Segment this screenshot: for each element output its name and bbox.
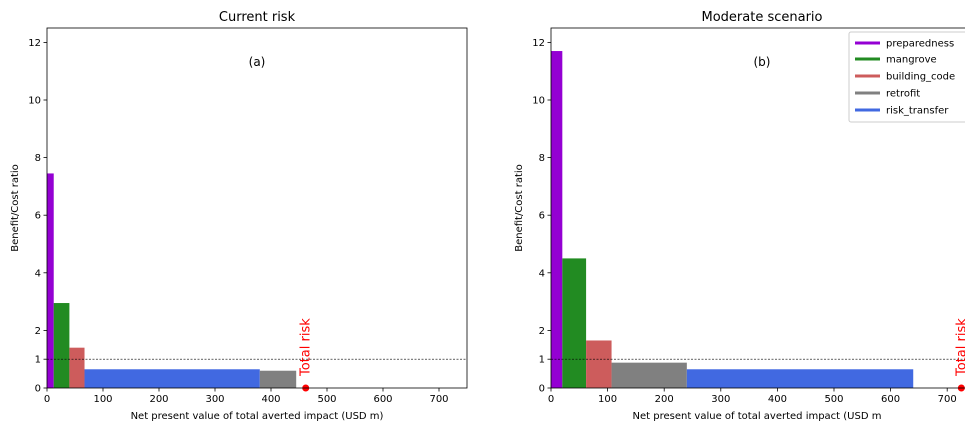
y-tick-label: 12 <box>532 38 545 49</box>
legend-label-mangrove: mangrove <box>886 55 937 66</box>
y-tick-label: 2 <box>539 326 545 337</box>
y-tick-label: 4 <box>539 268 545 279</box>
chart-moderate-scenario: Moderate scenario (b) Net present value … <box>514 10 965 422</box>
bar-mangrove <box>562 258 587 388</box>
bar-retrofit <box>259 370 297 388</box>
y-tick-label: 1 <box>35 355 41 366</box>
legend-label-preparedness: preparedness <box>886 39 954 50</box>
bar-building-code <box>586 340 612 388</box>
panel-label: (b) <box>754 55 771 69</box>
legend-frame <box>848 31 965 123</box>
bar-building-code <box>69 347 85 388</box>
x-tick-label: 200 <box>149 394 168 405</box>
y-tick-label: 0 <box>35 384 41 395</box>
x-tick-label: 700 <box>938 394 957 405</box>
bar-risk-transfer <box>84 369 260 388</box>
bar-mangrove <box>53 303 70 388</box>
x-tick-label: 100 <box>598 394 617 405</box>
y-tick-label: 8 <box>35 153 41 164</box>
y-tick-label: 6 <box>539 211 545 222</box>
bars <box>551 51 914 388</box>
y-tick-label: 0 <box>539 384 545 395</box>
x-tick-label: 300 <box>711 394 730 405</box>
x-tick-label: 100 <box>93 394 112 405</box>
x-tick-label: 300 <box>205 394 224 405</box>
legend-label-building-code: building_code <box>886 72 955 83</box>
x-tick-label: 400 <box>261 394 280 405</box>
y-tick-label: 2 <box>35 326 41 337</box>
x-axis-label: Net present value of total averted impac… <box>131 411 384 422</box>
legend-label-risk-transfer: risk_transfer <box>886 106 949 117</box>
y-tick-label: 10 <box>532 96 545 107</box>
y-tick-label: 10 <box>28 96 41 107</box>
plot-frame <box>550 27 965 389</box>
total-risk-label: Total risk <box>954 318 965 377</box>
y-axis-label: Benefit/Cost ratio <box>514 164 525 252</box>
x-tick-label: 600 <box>373 394 392 405</box>
total-risk-label: Total risk <box>299 318 314 377</box>
x-tick-label: 200 <box>655 394 674 405</box>
panel-label: (a) <box>249 55 266 69</box>
y-tick-label: 8 <box>539 153 545 164</box>
x-axis-label: Net present value of total averted impac… <box>633 411 882 422</box>
bar-preparedness <box>551 51 563 388</box>
bar-retrofit <box>611 362 687 388</box>
bars <box>47 173 297 388</box>
plot-frame <box>46 27 468 389</box>
bar-preparedness <box>47 173 54 388</box>
chart-title: Moderate scenario <box>702 10 823 25</box>
x-tick-label: 0 <box>44 394 50 405</box>
y-tick-label: 4 <box>35 268 41 279</box>
y-tick-label: 1 <box>539 355 545 366</box>
x-tick-label: 400 <box>768 394 787 405</box>
x-tick-label: 0 <box>548 394 554 405</box>
y-axis-label: Benefit/Cost ratio <box>10 164 21 252</box>
x-tick-label: 500 <box>317 394 336 405</box>
x-tick-label: 500 <box>824 394 843 405</box>
bar-risk-transfer <box>686 369 914 388</box>
chart-title: Current risk <box>219 10 296 25</box>
y-tick-label: 6 <box>35 211 41 222</box>
y-tick-label: 12 <box>28 38 41 49</box>
chart-current-risk: Current risk (a) Net present value of to… <box>10 10 468 422</box>
legend-label-retrofit: retrofit <box>886 89 920 100</box>
x-tick-label: 700 <box>429 394 448 405</box>
legend: preparedness mangrove building_code retr… <box>848 31 965 123</box>
x-tick-label: 600 <box>881 394 900 405</box>
